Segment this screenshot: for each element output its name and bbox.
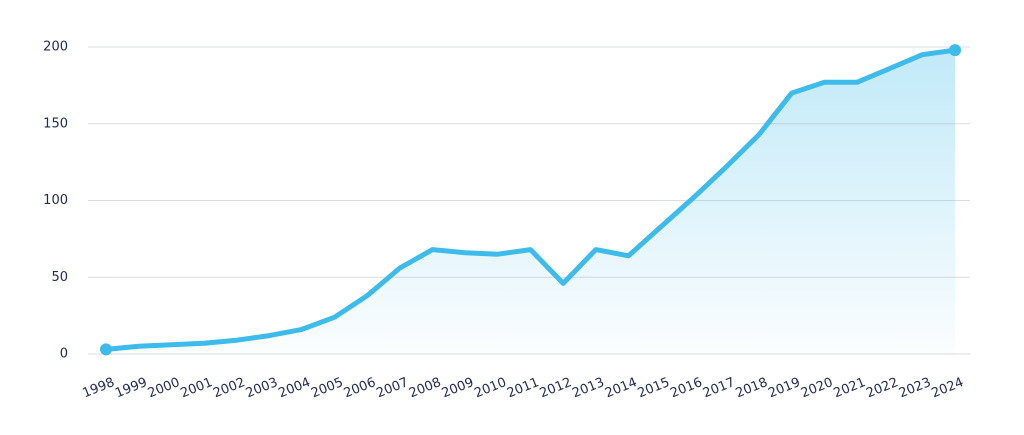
x-tick-label: 2009	[440, 375, 476, 401]
x-tick-label: 2020	[799, 375, 835, 401]
x-tick-label: 2023	[897, 375, 933, 401]
x-tick-label: 2001	[178, 375, 214, 401]
x-tick-label: 2016	[668, 375, 704, 401]
y-tick-label: 50	[51, 270, 68, 285]
x-tick-label: 2003	[244, 375, 280, 401]
x-tick-label: 2014	[603, 375, 639, 401]
y-tick-label: 200	[43, 40, 68, 55]
x-tick-label: 2011	[505, 375, 541, 401]
x-tick-label: 2008	[407, 375, 443, 401]
x-tick-label: 2017	[701, 375, 737, 401]
y-tick-label: 150	[43, 116, 68, 131]
x-tick-label: 2002	[211, 375, 247, 401]
x-tick-label: 2005	[309, 375, 345, 401]
x-tick-label: 2010	[472, 375, 508, 401]
x-tick-label: 2021	[832, 375, 868, 401]
x-tick-label: 2013	[570, 375, 606, 401]
area	[106, 50, 955, 354]
x-tick-label: 2012	[538, 375, 574, 401]
y-tick-label: 100	[43, 193, 68, 208]
line	[103, 47, 958, 352]
x-tick-label: 1998	[81, 375, 117, 401]
end-marker	[100, 343, 112, 356]
y-tick-label: 0	[60, 347, 68, 362]
x-tick-label: 2019	[766, 375, 802, 401]
end-marker	[949, 44, 961, 57]
x-tick-label: 2007	[374, 375, 410, 401]
x-tick-label: 2006	[342, 375, 378, 401]
x-tick-label: 1999	[113, 375, 149, 401]
x-tick-label: 2024	[930, 375, 966, 401]
x-tick-label: 2004	[276, 375, 312, 401]
x-tick-label: 2000	[146, 375, 182, 401]
x-tick-label: 2018	[734, 375, 770, 401]
x-tick-label: 2022	[864, 375, 900, 401]
x-tick-label: 2015	[636, 375, 672, 401]
